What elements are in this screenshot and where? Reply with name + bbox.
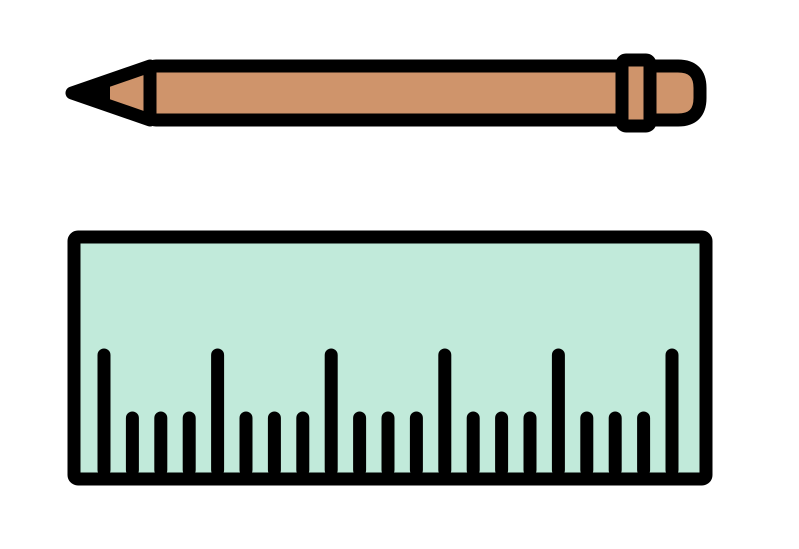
ruler-icon: [67, 230, 713, 486]
ruler-ticks: [97, 348, 679, 477]
pencil-lead: [72, 80, 110, 106]
pencil-ferrule: [615, 53, 657, 133]
ruler-body: [67, 230, 713, 486]
pencil-eraser: [643, 59, 707, 127]
pencil-icon: [65, 53, 707, 133]
pencil-tip: [65, 59, 157, 127]
pencil-body: [143, 59, 637, 127]
